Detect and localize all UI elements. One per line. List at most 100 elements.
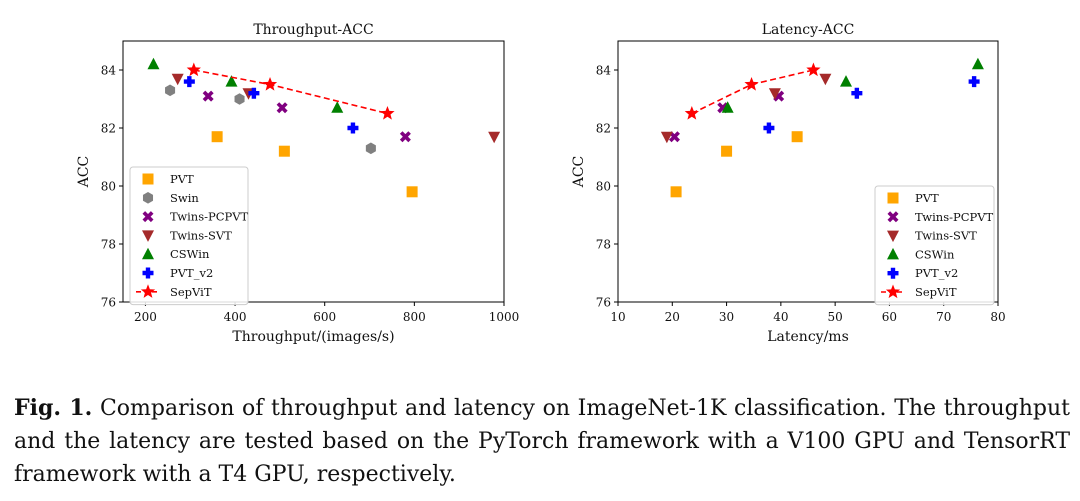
pvt-v2-point	[968, 76, 980, 88]
x-axis-label: Latency/ms	[767, 329, 849, 345]
sepvit-line	[193, 69, 388, 115]
sepvit-point	[806, 62, 821, 77]
x-tick-label: 50	[828, 310, 843, 324]
pvt-point	[406, 186, 418, 198]
x-tick-label: 200	[134, 310, 157, 324]
twins-pcpvt-point	[399, 131, 411, 143]
caption-label: Fig. 1.	[14, 395, 93, 421]
sepvit-point	[186, 62, 201, 77]
legend-marker-twins-pcpvt	[142, 211, 154, 223]
throughput-acc-chart: Throughput-ACC 200 400 600 800 1000 76 78 80 82 84…	[76, 22, 519, 345]
legend-label-twins-pcpvt: Twins-PCPVT	[915, 210, 994, 224]
legend-label-twins-svt: Twins-SVT	[170, 228, 232, 242]
legend-label-pvt-v2: PVT_v2	[915, 266, 958, 280]
x-tick-label: 80	[990, 310, 1005, 324]
pvt-v2-point	[248, 87, 260, 99]
legend-marker-cswin	[142, 247, 154, 260]
pvt-point	[670, 186, 682, 198]
legend-label-swin: Swin	[170, 191, 199, 205]
legend-marker-swin	[142, 192, 154, 204]
twins-svt-point	[768, 88, 781, 100]
legend-marker-pvt-v2	[142, 267, 154, 279]
legend-label-twins-svt: Twins-SVT	[915, 229, 977, 243]
x-tick-label: 40	[773, 310, 788, 324]
latency-acc-chart: Latency-ACC 10 20 30 40 50 60 70 80 76 78 80 82 84 Lat…	[571, 22, 1006, 345]
legend-marker-pvt	[142, 173, 154, 185]
pvt-v2-point	[763, 122, 775, 134]
pvt-point	[721, 145, 733, 157]
chart-title: Throughput-ACC	[253, 22, 373, 38]
legend-box	[874, 185, 995, 306]
twins-pcpvt-point	[276, 102, 288, 114]
cswin-point	[147, 57, 160, 70]
x-tick-label: 70	[936, 310, 951, 324]
sepvit-point	[744, 77, 759, 91]
legend-label-sepvit: SepViT	[915, 285, 957, 299]
chart-title: Latency-ACC	[762, 22, 855, 38]
twins-svt-point	[488, 131, 501, 144]
legend-label-pvt-v2: PVT_v2	[170, 266, 213, 280]
pvt-v2-point	[347, 122, 359, 134]
legend-label-pvt: PVT	[915, 191, 939, 205]
y-tick-label: 76	[101, 296, 116, 310]
cswin-point	[971, 57, 984, 70]
x-tick-label: 600	[313, 310, 336, 324]
cswin-point	[331, 101, 344, 113]
y-tick-label: 84	[596, 64, 612, 78]
figure-canvas: Throughput-ACC 200 400 600 800 1000 76 78 80 82 84…	[76, 22, 1006, 345]
legend-marker-sepvit	[885, 284, 901, 299]
swin-point	[365, 142, 376, 155]
y-tick-label: 82	[596, 122, 611, 136]
y-tick-label: 82	[101, 122, 116, 136]
x-tick-label: 60	[882, 310, 897, 324]
legend-label-pvt: PVT	[170, 172, 194, 186]
y-tick-label: 78	[101, 238, 116, 252]
swin-point	[165, 84, 176, 97]
legend-marker-sepvit	[140, 284, 156, 298]
y-tick-label: 80	[596, 180, 611, 194]
figure-caption: Fig. 1. Comparison of throughput and lat…	[14, 392, 1070, 491]
pvt-v2-point	[851, 87, 863, 99]
y-tick-label: 84	[101, 64, 117, 78]
pvt-point	[791, 131, 803, 143]
legend-label-twins-pcpvt: Twins-PCPVT	[170, 210, 249, 224]
cswin-point	[225, 75, 238, 87]
twins-svt-point	[171, 73, 184, 86]
sepvit-point	[380, 106, 395, 120]
y-tick-label: 78	[596, 238, 611, 252]
legend-label-cswin: CSWin	[915, 247, 955, 261]
sepvit-point	[262, 77, 278, 91]
pvt-point	[278, 145, 290, 157]
legend-marker-cswin	[887, 247, 899, 260]
pvt-v2-point	[183, 76, 195, 88]
legend-label-sepvit: SepViT	[170, 285, 212, 299]
y-axis-label: ACC	[76, 156, 92, 189]
x-tick-label: 30	[719, 310, 734, 324]
x-tick-label: 20	[665, 310, 680, 324]
x-axis-label: Throughput/(images/s)	[232, 329, 394, 345]
x-tick-label: 10	[610, 310, 625, 324]
y-tick-label: 76	[596, 296, 611, 310]
cswin-point	[840, 75, 852, 87]
caption-text: Comparison of throughput and latency on …	[14, 396, 1070, 487]
y-axis-label: ACC	[571, 156, 587, 189]
x-tick-label: 1000	[489, 310, 520, 324]
twins-svt-point	[660, 131, 673, 144]
plot-frame	[617, 40, 999, 303]
cswin-point	[721, 101, 734, 113]
pvt-point	[211, 131, 223, 143]
plot-frame	[122, 40, 505, 303]
sepvit-point	[684, 106, 699, 120]
sepvit-line	[691, 69, 814, 115]
legend-box	[129, 166, 249, 306]
legend-marker-pvt-v2	[887, 267, 899, 279]
twins-pcpvt-point	[668, 131, 680, 143]
y-tick-label: 80	[101, 180, 116, 194]
legend-marker-pvt	[887, 192, 899, 204]
twins-pcpvt-point	[202, 90, 214, 102]
swin-point	[234, 93, 245, 105]
legend-marker-twins-svt	[887, 230, 899, 243]
legend-marker-twins-pcpvt	[887, 211, 899, 223]
legend-marker-twins-svt	[142, 230, 154, 242]
x-tick-label: 400	[224, 310, 247, 324]
